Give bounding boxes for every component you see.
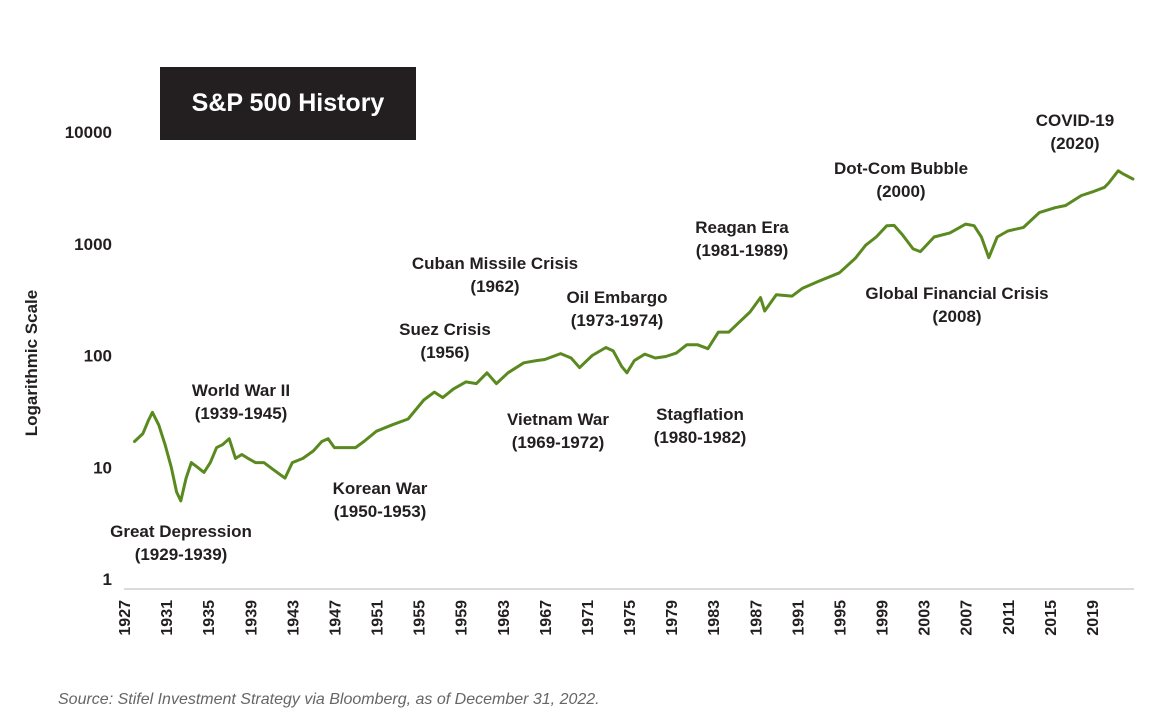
x-tick-label: 1975 <box>622 600 639 636</box>
x-tick-label: 1947 <box>327 600 344 636</box>
annotation-cuban-missile-crisis: Cuban Missile Crisis (1962) <box>412 254 578 296</box>
x-tick-label: 1931 <box>159 600 176 636</box>
x-tick-label: 1979 <box>664 600 681 636</box>
sp500-price-line <box>133 169 1135 503</box>
x-tick-label: 1967 <box>538 600 555 636</box>
x-tick-label: 2015 <box>1043 600 1060 636</box>
x-tick-label: 1995 <box>832 600 849 636</box>
annotation-label: (2020) <box>1050 134 1099 153</box>
x-tick-label: 1959 <box>454 600 471 636</box>
event-annotations: Great Depression (1929-1939) World War II (… <box>110 111 1114 564</box>
y-tick-label: 10 <box>93 458 112 477</box>
x-tick-label: 1987 <box>748 600 765 636</box>
annotation-label: (1973-1974) <box>571 311 664 330</box>
x-tick-label: 2003 <box>917 600 934 636</box>
x-tick-label: 1943 <box>285 600 302 636</box>
annotation-label: (1980-1982) <box>654 428 747 447</box>
source-note: Source: Stifel Investment Strategy via B… <box>58 691 600 708</box>
x-tick-label: 1971 <box>580 600 597 636</box>
annotation-label: Suez Crisis <box>399 320 491 339</box>
annotation-label: (1962) <box>470 277 519 296</box>
annotation-label: (1939-1945) <box>195 404 288 423</box>
annotation-label: Stagflation <box>656 405 744 424</box>
annotation-label: Vietnam War <box>507 410 609 429</box>
x-tick-label: 1951 <box>370 600 387 636</box>
annotation-label: Great Depression <box>110 522 252 541</box>
y-tick-labels: 1 10 100 1000 10000 <box>65 123 112 589</box>
annotation-reagan-era: Reagan Era (1981-1989) <box>695 218 789 260</box>
x-tick-label: 2011 <box>1001 600 1018 635</box>
x-tick-labels: 1927 1931 1935 1939 1943 1947 1951 1955 1959 1963… <box>117 600 1102 636</box>
annotation-great-depression: Great Depression (1929-1939) <box>110 522 252 564</box>
annotation-label: (1950-1953) <box>334 502 427 521</box>
x-tick-label: 1963 <box>496 600 513 636</box>
annotation-label: Korean War <box>333 479 428 498</box>
annotation-label: Global Financial Crisis <box>865 284 1048 303</box>
annotation-label: (1929-1939) <box>135 545 228 564</box>
y-tick-label: 100 <box>84 347 112 366</box>
annotation-label: (1981-1989) <box>696 241 789 260</box>
annotation-label: (1969-1972) <box>512 433 605 452</box>
annotation-dot-com-bubble: Dot-Com Bubble (2000) <box>834 159 968 201</box>
y-tick-label: 10000 <box>65 123 112 142</box>
annotation-label: (2000) <box>876 182 925 201</box>
x-tick-label: 1991 <box>790 600 807 636</box>
x-tick-label: 1939 <box>243 600 260 636</box>
annotation-global-financial-crisis: Global Financial Crisis (2008) <box>865 284 1048 326</box>
x-tick-label: 1999 <box>875 600 892 636</box>
annotation-label: (1956) <box>420 343 469 362</box>
annotation-covid-19: COVID-19 (2020) <box>1036 111 1114 153</box>
y-tick-label: 1 <box>103 570 112 589</box>
annotation-label: COVID-19 <box>1036 111 1114 130</box>
annotation-vietnam-war: Vietnam War (1969-1972) <box>507 410 609 452</box>
annotation-label: (2008) <box>932 307 981 326</box>
chart-title: S&P 500 History <box>160 67 416 140</box>
annotation-label: World War II <box>192 381 290 400</box>
x-tick-label: 1935 <box>201 600 218 636</box>
annotation-label: Cuban Missile Crisis <box>412 254 578 273</box>
y-tick-label: 1000 <box>74 235 112 254</box>
annotation-label: Dot-Com Bubble <box>834 159 968 178</box>
x-tick-label: 1955 <box>412 600 429 636</box>
annotation-label: Reagan Era <box>695 218 789 237</box>
annotation-korean-war: Korean War (1950-1953) <box>333 479 428 521</box>
x-tick-label: 1983 <box>706 600 723 636</box>
annotation-suez-crisis: Suez Crisis (1956) <box>399 320 491 362</box>
annotation-label: Oil Embargo <box>566 288 667 307</box>
annotation-stagflation: Stagflation (1980-1982) <box>654 405 747 447</box>
x-tick-label: 2007 <box>959 600 976 636</box>
annotation-world-war-ii: World War II (1939-1945) <box>192 381 290 423</box>
x-tick-label: 2019 <box>1085 600 1102 636</box>
annotation-oil-embargo: Oil Embargo (1973-1974) <box>566 288 667 330</box>
x-tick-label: 1927 <box>117 600 134 636</box>
